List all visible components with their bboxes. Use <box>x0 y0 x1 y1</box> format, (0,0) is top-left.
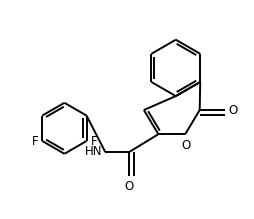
Text: F: F <box>31 134 38 148</box>
Text: F: F <box>90 134 97 148</box>
Text: O: O <box>180 139 190 152</box>
Text: O: O <box>124 180 134 193</box>
Text: O: O <box>228 104 237 117</box>
Text: HN: HN <box>85 145 102 158</box>
